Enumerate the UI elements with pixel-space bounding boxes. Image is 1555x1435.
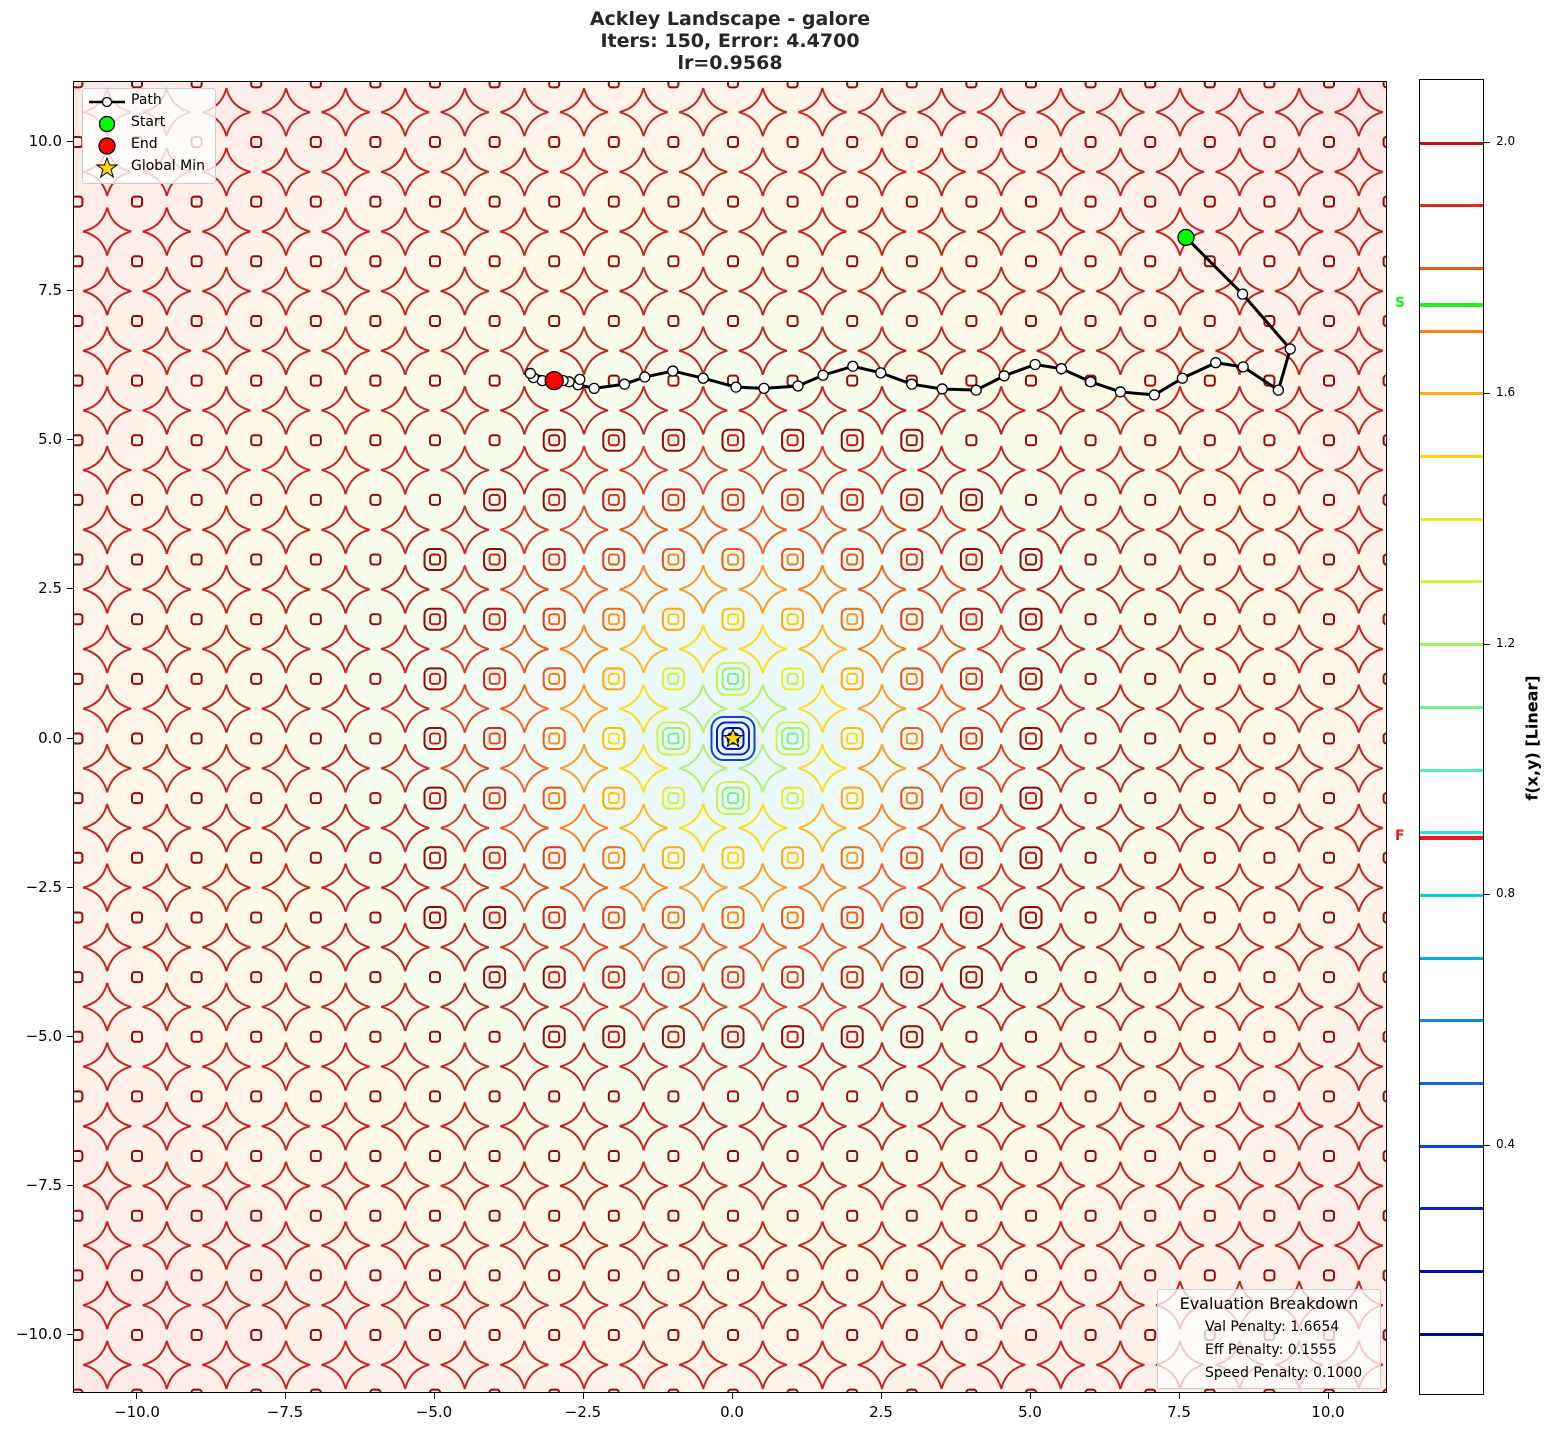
colorbar-level-line (1420, 329, 1483, 333)
colorbar-level-line (1420, 1082, 1483, 1085)
evaluation-breakdown-box: Evaluation Breakdown Val Penalty: 1.6654… (1157, 1289, 1381, 1389)
x-tick (136, 1393, 137, 1399)
colorbar-start-marker: S (1395, 295, 1406, 312)
x-tick-label: 10.0 (1311, 1403, 1345, 1421)
x-tick-label: 2.5 (869, 1403, 893, 1421)
x-tick (732, 1393, 733, 1399)
y-tick-label: 0.0 (38, 728, 62, 747)
y-tick (67, 588, 73, 590)
legend: Path Start End Global Min (82, 88, 216, 184)
legend-label: End (131, 136, 158, 152)
colorbar-level-line (1420, 141, 1483, 145)
x-tick-label: −5.0 (415, 1403, 453, 1421)
legend-item-global-min: Global Min (83, 157, 215, 179)
colorbar-tick-label: 1.6 (1496, 384, 1516, 399)
colorbar-level-line (1420, 580, 1483, 584)
colorbar-level-line (1420, 392, 1483, 396)
colorbar-tick-label: 1.2 (1496, 635, 1516, 650)
x-tick (881, 1393, 882, 1399)
star-icon (95, 157, 119, 179)
legend-item-path: Path (83, 91, 215, 113)
colorbar-level-line (1420, 517, 1483, 521)
val-penalty: Val Penalty: 1.6654 (1205, 1319, 1340, 1335)
colorbar-tick-label: 0.8 (1496, 886, 1516, 901)
y-tick-label: 7.5 (38, 281, 62, 300)
colorbar-tick (1484, 1145, 1490, 1147)
x-tick-label: 0.0 (720, 1403, 744, 1421)
title-line-1: Ackley Landscape - galore (589, 8, 871, 30)
colorbar-level-line (1420, 1144, 1483, 1148)
x-tick (1328, 1393, 1329, 1399)
start-marker-icon (98, 115, 116, 133)
end-marker (544, 370, 564, 391)
colorbar-start-marker-line (1420, 303, 1483, 308)
evaluation-header: Evaluation Breakdown (1179, 1294, 1359, 1313)
y-tick-label: 10.0 (28, 132, 62, 150)
colorbar-tick (1484, 894, 1490, 896)
y-tick (67, 1035, 73, 1037)
colorbar-level-line (1420, 1207, 1483, 1211)
legend-item-start: Start (83, 113, 215, 135)
y-tick (67, 1334, 73, 1335)
y-tick-label: 5.0 (38, 430, 62, 449)
colorbar-final-marker-line (1420, 835, 1483, 840)
y-tick (67, 141, 73, 142)
global-min-star (722, 727, 744, 748)
colorbar-tick (1484, 392, 1490, 394)
y-tick (67, 1184, 73, 1186)
colorbar-label: f(x,y) [Linear] (1522, 675, 1542, 801)
y-tick (67, 439, 73, 441)
colorbar-level-line (1420, 893, 1483, 897)
x-tick-label: 7.5 (1167, 1403, 1191, 1421)
colorbar-level-line (1420, 643, 1483, 647)
y-tick-label: −5.0 (25, 1026, 62, 1045)
colorbar (1419, 79, 1484, 1395)
y-tick-label: 2.5 (38, 579, 62, 598)
x-tick (1030, 1393, 1031, 1399)
eff-penalty: Eff Penalty: 0.1555 (1205, 1342, 1337, 1358)
legend-label: Path (131, 92, 162, 108)
x-tick-label: −7.5 (266, 1403, 304, 1421)
x-tick (1179, 1393, 1180, 1399)
title-line-3: lr=0.9568 (677, 52, 783, 74)
x-tick-label: 5.0 (1018, 1403, 1042, 1421)
title-line-2: Iters: 150, Error: 4.4700 (600, 30, 860, 52)
colorbar-level-line (1420, 1270, 1483, 1274)
x-tick (434, 1393, 435, 1399)
x-tick (583, 1393, 584, 1399)
start-marker (1177, 228, 1195, 247)
colorbar-tick-label: 2.0 (1496, 134, 1516, 148)
y-tick (67, 886, 73, 888)
x-tick (285, 1393, 286, 1399)
colorbar-level-line (1420, 455, 1483, 458)
colorbar-tick (1484, 643, 1490, 645)
colorbar-level-line (1420, 1332, 1483, 1336)
colorbar-level-line (1420, 768, 1483, 772)
y-tick (67, 737, 73, 739)
path-line-icon (89, 96, 125, 108)
colorbar-level-line (1420, 204, 1483, 208)
colorbar-level-line (1420, 831, 1483, 835)
y-tick-label: −7.5 (25, 1175, 62, 1194)
x-tick-label: −2.5 (564, 1403, 602, 1421)
colorbar-level-line (1420, 705, 1483, 709)
legend-label: Global Min (131, 158, 205, 174)
y-tick-label: −2.5 (25, 877, 62, 896)
legend-item-end: End (83, 135, 215, 157)
legend-label: Start (131, 114, 166, 130)
x-tick-label: −10.0 (114, 1403, 160, 1421)
y-tick (67, 290, 73, 292)
colorbar-final-marker: F (1395, 827, 1405, 844)
colorbar-level-line (1420, 1019, 1483, 1023)
colorbar-tick-label: 0.4 (1496, 1137, 1516, 1152)
contour-plot (74, 82, 1386, 1392)
colorbar-level-line (1420, 956, 1483, 960)
end-marker-icon (98, 137, 116, 155)
speed-penalty: Speed Penalty: 0.1000 (1205, 1365, 1363, 1381)
colorbar-level-line (1420, 266, 1483, 270)
plot-area (73, 81, 1387, 1393)
chart-title: Ackley Landscape - galore Iters: 150, Er… (73, 8, 1387, 74)
colorbar-tick (1484, 142, 1490, 143)
y-tick-label: −10.0 (16, 1325, 62, 1343)
